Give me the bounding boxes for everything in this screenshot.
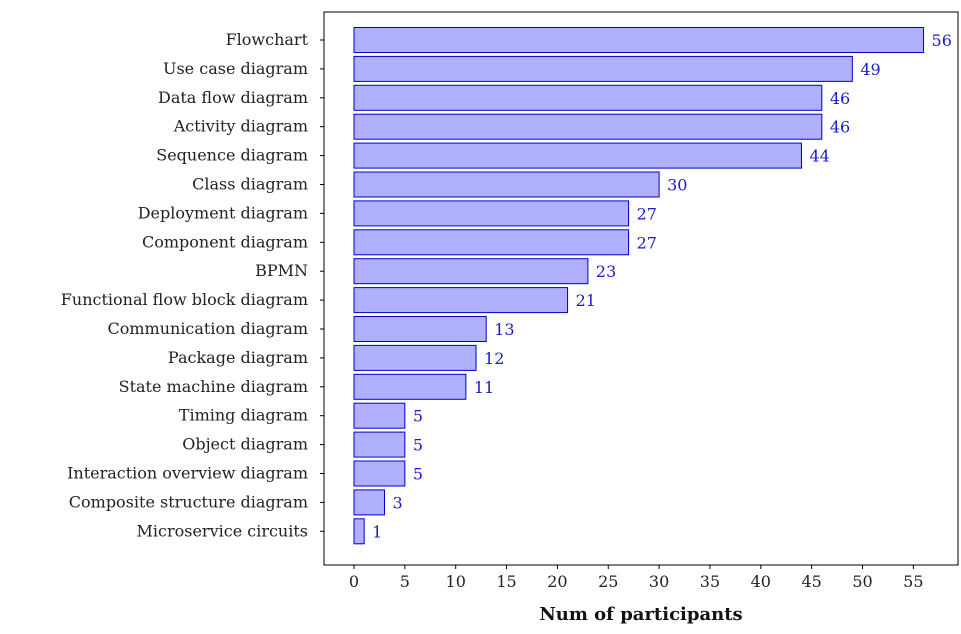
bar-value-label: 13 [494,320,514,339]
category-label: BPMN [255,261,308,280]
bar-value-label: 30 [667,176,687,195]
bar-value-label: 27 [637,204,657,223]
bar-value-label: 11 [474,378,494,397]
category-label: Object diagram [182,435,308,454]
category-labels: Flowchart Use case diagram Data flow diagr… [61,30,324,540]
bar-value-label: 5 [413,465,423,484]
bar [353,402,406,429]
category-label: Flowchart [226,30,309,49]
category-label: Interaction overview diagram [67,464,308,483]
category-label: Use case diagram [163,59,308,78]
category-label: State machine diagram [119,377,308,396]
x-axis-title: Num of participants [539,604,742,625]
bar-value-label: 56 [932,31,952,50]
category-label: Timing diagram [179,406,308,425]
bar [353,84,823,111]
bar-value-label: 3 [393,493,403,512]
x-tick-label: 40 [751,572,771,591]
bar [353,171,660,198]
bar [353,258,589,285]
x-tick-label: 15 [496,572,516,591]
bar [353,55,853,82]
category-label: Composite structure diagram [69,492,308,511]
bar-value-label: 5 [413,407,423,426]
bar [353,489,386,516]
x-tick-label: 5 [400,572,410,591]
category-label: Sequence diagram [156,146,308,165]
category-label: Activity diagram [173,117,308,136]
x-axis-ticks: 0 5 10 15 20 25 30 35 40 45 50 55 [349,565,924,591]
bar [353,229,630,256]
category-label: Functional flow block diagram [61,290,308,309]
bar-value-label: 5 [413,436,423,455]
bar [353,113,823,140]
bar [353,431,406,458]
bar-value-label: 46 [830,89,850,108]
bar-value-label: 23 [596,262,616,281]
x-tick-label: 35 [700,572,720,591]
x-tick-label: 50 [852,572,872,591]
bar-value-label: 1 [372,522,382,541]
category-label: Component diagram [142,232,308,251]
x-tick-label: 30 [649,572,669,591]
x-tick-label: 20 [547,572,567,591]
bar [353,316,487,342]
bar [353,373,467,400]
x-tick-label: 25 [598,572,618,591]
category-label: Communication diagram [107,319,308,338]
category-label: Data flow diagram [158,88,308,107]
bar [353,142,802,169]
bar-value-label: 21 [576,291,596,310]
bar-value-label: 27 [637,233,657,252]
bar [353,27,925,53]
plot-frame [323,11,959,566]
category-label: Class diagram [192,175,308,194]
bar-value-label: 46 [830,118,850,137]
bar [353,518,365,545]
bar [353,460,406,487]
bar-value-label: 49 [860,60,880,79]
category-label: Deployment diagram [138,203,308,222]
x-tick-label: 0 [349,572,359,591]
bar-value-label: 12 [484,349,504,368]
x-tick-label: 10 [446,572,466,591]
category-label: Package diagram [168,348,308,367]
category-label: Microservice circuits [137,521,309,540]
bar [353,344,477,371]
bar [353,200,630,227]
bar-value-label: 44 [809,147,829,166]
bar [353,287,569,314]
x-tick-label: 55 [903,572,923,591]
x-tick-label: 45 [801,572,821,591]
